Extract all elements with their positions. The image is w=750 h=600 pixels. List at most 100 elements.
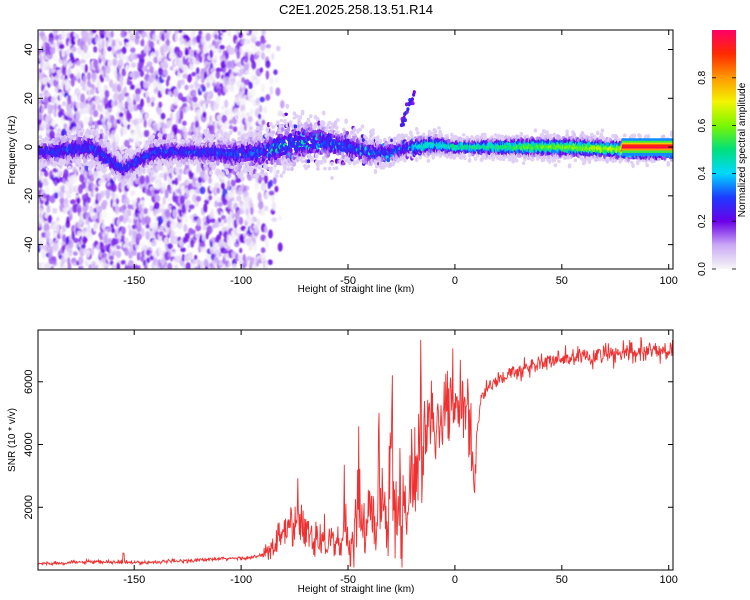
heatmap-cell bbox=[227, 238, 233, 247]
heatmap-cell bbox=[123, 125, 128, 135]
heatmap-cell bbox=[41, 105, 45, 114]
heatmap-cell bbox=[264, 172, 268, 176]
heatmap-cell bbox=[172, 235, 179, 245]
heatmap-cell bbox=[127, 217, 132, 224]
heatmap-cell bbox=[263, 205, 269, 212]
heatmap-cell bbox=[102, 48, 107, 58]
heatmap-cell bbox=[41, 231, 47, 238]
heatmap-cell bbox=[218, 230, 223, 237]
heatmap-cell bbox=[203, 203, 208, 213]
heatmap-cell bbox=[44, 55, 48, 61]
heatmap-cell bbox=[267, 259, 273, 266]
heatmap-cell bbox=[158, 231, 164, 237]
heatmap-cell bbox=[259, 96, 265, 103]
heatmap-cell bbox=[39, 244, 46, 250]
heatmap-cell bbox=[227, 30, 232, 38]
heatmap-cell bbox=[232, 126, 238, 133]
heatmap-cell bbox=[181, 120, 187, 126]
heatmap-cell bbox=[62, 207, 68, 214]
heatmap-cell bbox=[245, 186, 250, 191]
heatmap-cell bbox=[174, 177, 179, 187]
heatmap-cell bbox=[52, 207, 58, 214]
heatmap-cell bbox=[219, 129, 224, 135]
heatmap-cell bbox=[124, 240, 130, 249]
heatmap-cell bbox=[173, 210, 177, 219]
heatmap-cell bbox=[45, 194, 51, 202]
heatmap-cell bbox=[80, 50, 85, 59]
heatmap-cell bbox=[208, 176, 212, 184]
heatmap-cell bbox=[209, 49, 214, 59]
heatmap-cell bbox=[268, 190, 275, 196]
heatmap-cell bbox=[61, 67, 67, 76]
heatmap-cell bbox=[260, 247, 266, 254]
heatmap-cell bbox=[233, 67, 239, 74]
heatmap-cell bbox=[195, 109, 202, 119]
heatmap-cell bbox=[209, 264, 216, 269]
heatmap-cell bbox=[41, 35, 48, 43]
heatmap-cell bbox=[203, 174, 208, 182]
heatmap-cell bbox=[150, 100, 155, 107]
heatmap-cell bbox=[141, 227, 145, 237]
heatmap-cell bbox=[259, 125, 264, 131]
heatmap-cell bbox=[39, 92, 44, 98]
heatmap-cell bbox=[230, 204, 234, 211]
heatmap-cell bbox=[101, 109, 108, 114]
heatmap-cell bbox=[174, 264, 179, 269]
heatmap-cell bbox=[245, 39, 251, 44]
heatmap-cell bbox=[153, 221, 158, 230]
heatmap-cell bbox=[169, 168, 173, 173]
heatmap-cell bbox=[77, 78, 81, 84]
heatmap-cell bbox=[260, 38, 267, 44]
heatmap-cell bbox=[83, 74, 87, 84]
heatmap-cell bbox=[136, 103, 142, 110]
heatmap-cell bbox=[217, 201, 223, 207]
heatmap-cell bbox=[251, 132, 255, 136]
heatmap-cell bbox=[138, 130, 144, 139]
heatmap-cell bbox=[252, 174, 257, 178]
heatmap-cell bbox=[112, 147, 117, 153]
heatmap-cell bbox=[150, 187, 157, 197]
heatmap-cell bbox=[231, 253, 236, 259]
heatmap-cell bbox=[152, 33, 157, 42]
heatmap-cell bbox=[217, 87, 222, 97]
heatmap-cell bbox=[99, 139, 104, 144]
heatmap-cell bbox=[219, 221, 224, 227]
heatmap-cell bbox=[210, 209, 215, 217]
heatmap-cell bbox=[260, 182, 267, 192]
heatmap-cell bbox=[55, 263, 60, 269]
heatmap-cell bbox=[81, 243, 86, 249]
heatmap-cell bbox=[269, 85, 273, 96]
heatmap-cell bbox=[43, 180, 49, 187]
heatmap-cell bbox=[221, 247, 227, 254]
heatmap-cell bbox=[40, 261, 46, 269]
heatmap-cell bbox=[106, 100, 113, 109]
heatmap-cell bbox=[283, 165, 287, 170]
heatmap-cell bbox=[121, 226, 126, 235]
heatmap-cell bbox=[252, 35, 257, 41]
heatmap-cell bbox=[187, 73, 192, 83]
heatmap-cell bbox=[197, 125, 202, 131]
heatmap-cell bbox=[166, 119, 173, 127]
heatmap-cell bbox=[194, 254, 198, 261]
heatmap-cell bbox=[187, 243, 191, 249]
heatmap-cell bbox=[44, 186, 50, 195]
heatmap-cell bbox=[261, 51, 266, 60]
heatmap-cell bbox=[168, 30, 172, 35]
heatmap-cell bbox=[135, 123, 141, 133]
heatmap-cell bbox=[264, 260, 268, 269]
heatmap-cell bbox=[167, 262, 173, 269]
heatmap-cell bbox=[61, 128, 68, 137]
heatmap-cell bbox=[235, 253, 239, 262]
heatmap-cell bbox=[191, 37, 197, 46]
heatmap-cell bbox=[237, 131, 241, 136]
heatmap-cell bbox=[189, 84, 195, 90]
heatmap-cell bbox=[259, 42, 266, 52]
heatmap-cell bbox=[114, 205, 120, 215]
heatmap-cell bbox=[115, 259, 121, 265]
heatmap-cell bbox=[224, 99, 229, 108]
heatmap-cell bbox=[229, 84, 235, 93]
heatmap-cell bbox=[59, 197, 65, 205]
heatmap-cell bbox=[183, 131, 188, 140]
heatmap-cell bbox=[49, 195, 55, 203]
